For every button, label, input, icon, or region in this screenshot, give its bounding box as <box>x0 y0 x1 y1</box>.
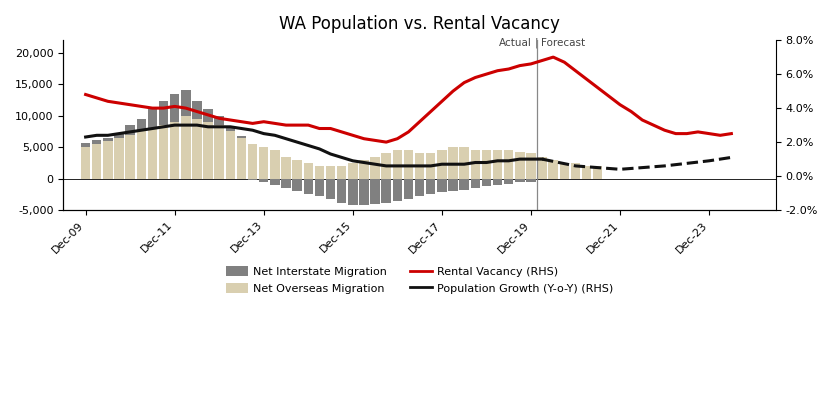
Bar <box>337 166 347 178</box>
Bar <box>415 178 424 196</box>
Bar <box>159 125 168 178</box>
Text: |: | <box>535 37 538 48</box>
Bar <box>415 153 424 178</box>
Bar <box>137 119 146 131</box>
Bar <box>114 133 124 138</box>
Bar <box>147 108 157 128</box>
Bar <box>448 147 458 178</box>
Bar <box>560 163 569 178</box>
Bar <box>292 160 302 178</box>
Bar <box>81 143 90 147</box>
Bar <box>437 178 446 193</box>
Text: Forecast: Forecast <box>541 38 585 48</box>
Bar <box>126 135 135 178</box>
Bar <box>504 150 513 178</box>
Bar <box>126 125 135 135</box>
Bar <box>404 150 413 178</box>
Bar <box>382 153 391 178</box>
Bar <box>147 128 157 178</box>
Legend: Net Interstate Migration, Net Overseas Migration, Rental Vacancy (RHS), Populati: Net Interstate Migration, Net Overseas M… <box>222 262 618 298</box>
Bar <box>481 150 491 178</box>
Bar <box>237 136 247 138</box>
Bar <box>226 126 235 131</box>
Bar <box>270 178 280 185</box>
Bar <box>248 178 257 180</box>
Bar <box>114 138 124 178</box>
Bar <box>426 178 436 194</box>
Bar <box>392 150 402 178</box>
Bar <box>259 178 268 182</box>
Bar <box>481 178 491 186</box>
Bar <box>437 150 446 178</box>
Bar <box>270 150 280 178</box>
Bar <box>315 166 324 178</box>
Title: WA Population vs. Rental Vacancy: WA Population vs. Rental Vacancy <box>279 15 560 33</box>
Bar <box>181 90 191 116</box>
Bar <box>537 157 546 178</box>
Bar <box>471 150 480 178</box>
Bar <box>203 122 212 178</box>
Bar <box>326 178 336 199</box>
Bar <box>315 178 324 196</box>
Bar <box>214 125 224 178</box>
Bar <box>460 178 469 190</box>
Bar <box>292 178 302 191</box>
Bar <box>337 178 347 203</box>
Bar <box>359 160 369 178</box>
Bar <box>582 166 591 178</box>
Bar <box>404 178 413 199</box>
Bar <box>359 178 369 205</box>
Bar <box>248 144 257 178</box>
Bar <box>282 157 291 178</box>
Bar <box>348 178 357 205</box>
Bar <box>371 157 380 178</box>
Bar <box>504 178 513 183</box>
Bar <box>426 153 436 178</box>
Bar <box>303 178 313 194</box>
Bar <box>192 101 202 119</box>
Bar <box>460 147 469 178</box>
Bar <box>237 138 247 178</box>
Bar <box>214 116 224 125</box>
Bar <box>448 178 458 191</box>
Bar <box>382 178 391 203</box>
Bar <box>259 147 268 178</box>
Bar <box>471 178 480 188</box>
Bar <box>515 152 525 178</box>
Bar <box>526 153 536 178</box>
Bar <box>515 178 525 182</box>
Bar <box>392 178 402 201</box>
Bar <box>103 141 112 178</box>
Bar <box>326 166 336 178</box>
Bar <box>348 163 357 178</box>
Bar <box>493 150 502 178</box>
Bar <box>371 178 380 204</box>
Bar <box>103 138 112 141</box>
Bar <box>226 131 235 178</box>
Bar <box>526 178 536 182</box>
Bar <box>493 178 502 185</box>
Bar <box>303 163 313 178</box>
Bar <box>593 166 602 178</box>
Bar <box>92 144 102 178</box>
Bar <box>181 116 191 178</box>
Bar <box>159 101 168 125</box>
Bar <box>170 94 179 122</box>
Text: Actual: Actual <box>499 38 532 48</box>
Bar <box>92 140 102 144</box>
Bar <box>203 109 212 122</box>
Bar <box>548 160 558 178</box>
Bar <box>170 122 179 178</box>
Bar <box>282 178 291 188</box>
Bar <box>192 119 202 178</box>
Bar <box>81 147 90 178</box>
Bar <box>137 131 146 178</box>
Bar <box>571 163 581 178</box>
